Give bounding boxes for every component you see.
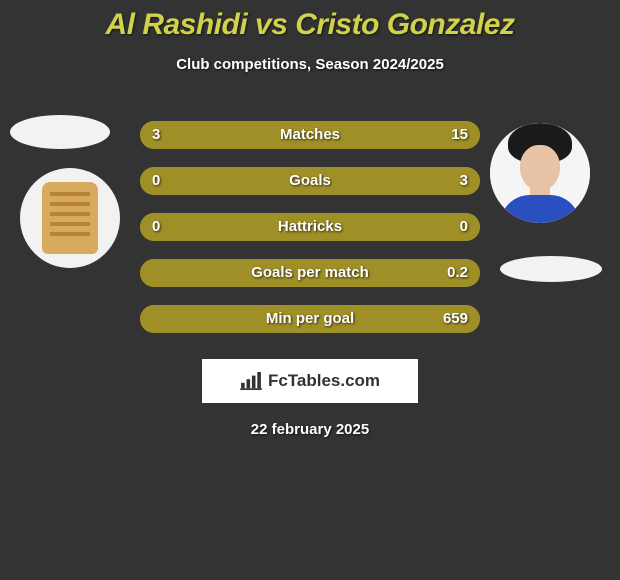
date-text: 22 february 2025 — [0, 421, 620, 438]
logo-text: FcTables.com — [268, 371, 380, 391]
stat-label: Hattricks — [140, 213, 480, 241]
stat-right-value: 15 — [451, 121, 468, 149]
stat-label: Goals — [140, 167, 480, 195]
stat-label: Min per goal — [140, 305, 480, 333]
stat-row: 3Matches15 — [140, 121, 480, 149]
stat-right-value: 659 — [443, 305, 468, 333]
player-right-avatar — [490, 123, 590, 223]
source-logo: FcTables.com — [202, 359, 418, 403]
stat-right-value: 0 — [460, 213, 468, 241]
player-right-logo-ellipse — [500, 256, 602, 282]
stat-row: 0Goals3 — [140, 167, 480, 195]
player-left-avatar — [20, 168, 120, 268]
stat-label: Matches — [140, 121, 480, 149]
bar-chart-icon — [240, 372, 262, 390]
player-photo-icon — [490, 123, 590, 223]
stat-right-value: 3 — [460, 167, 468, 195]
stat-bars: 3Matches150Goals30Hattricks0Goals per ma… — [140, 121, 480, 351]
subtitle: Club competitions, Season 2024/2025 — [0, 56, 620, 73]
stat-row: Min per goal659 — [140, 305, 480, 333]
stat-row: 0Hattricks0 — [140, 213, 480, 241]
stat-right-value: 0.2 — [447, 259, 468, 287]
stat-row: Goals per match0.2 — [140, 259, 480, 287]
player-left-logo-ellipse — [10, 115, 110, 149]
page-title: Al Rashidi vs Cristo Gonzalez — [0, 0, 620, 42]
comparison-panel: 3Matches150Goals30Hattricks0Goals per ma… — [0, 101, 620, 341]
placeholder-avatar-icon — [20, 168, 120, 268]
stat-label: Goals per match — [140, 259, 480, 287]
